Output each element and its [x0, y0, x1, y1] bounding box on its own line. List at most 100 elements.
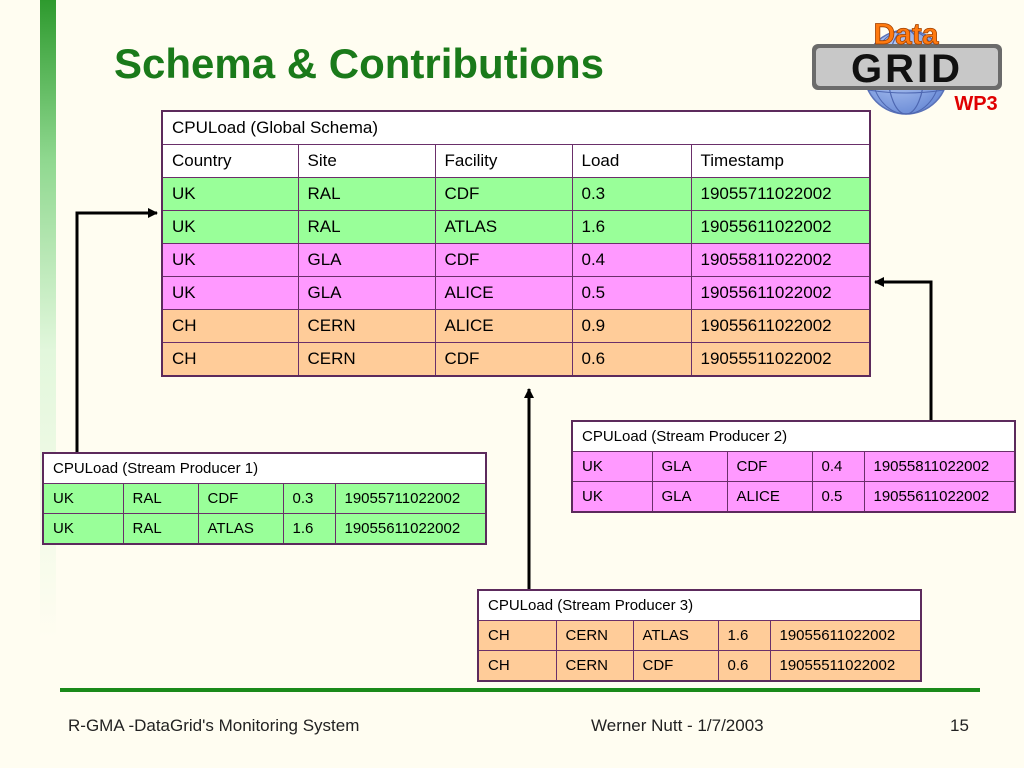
table-cell: 19055511022002: [769, 650, 922, 682]
table-cell: CERN: [555, 650, 634, 682]
table-cell: GLA: [297, 276, 436, 310]
table-cell: CDF: [197, 483, 284, 514]
table-cell: UK: [571, 451, 653, 482]
table-cell: 19055611022002: [334, 513, 487, 545]
table-cell: 0.9: [571, 309, 692, 343]
table-cell: 19055811022002: [863, 451, 1016, 482]
table-cell: CERN: [297, 309, 436, 343]
table-cell: RAL: [122, 513, 199, 545]
header-site: Site: [297, 144, 436, 178]
datagrid-logo: GRID Data WP3: [812, 18, 1002, 115]
table-row: UK RAL CDF 0.3 19055711022002: [161, 177, 871, 211]
table-cell: 19055611022002: [690, 276, 871, 310]
arrow-producer2-to-global: [874, 277, 933, 420]
table-cell: UK: [161, 210, 299, 244]
table-cell: 19055611022002: [690, 210, 871, 244]
header-country: Country: [161, 144, 299, 178]
table-cell: ALICE: [434, 309, 573, 343]
table-row: UK GLA CDF 0.4 19055811022002: [161, 243, 871, 277]
table-cell: CDF: [434, 243, 573, 277]
table-row: UK GLA ALICE 0.5 19055611022002: [571, 481, 1016, 513]
table-cell: UK: [161, 177, 299, 211]
logo-wp3-text: WP3: [954, 93, 997, 115]
table-cell: 1.6: [282, 513, 336, 545]
table-cell: 19055611022002: [769, 620, 922, 651]
global-schema-table: CPULoad (Global Schema) Country Site Fac…: [161, 110, 871, 377]
table-cell: CH: [477, 650, 557, 682]
table-cell: 0.3: [571, 177, 692, 211]
table-cell: ATLAS: [197, 513, 284, 545]
table-cell: RAL: [122, 483, 199, 514]
table-cell: CDF: [434, 342, 573, 377]
producer1-caption: CPULoad (Stream Producer 1): [42, 452, 487, 484]
arrow-producer1-to-global: [75, 208, 158, 452]
table-cell: 0.6: [717, 650, 771, 682]
producer2-caption-row: CPULoad (Stream Producer 2): [571, 420, 1016, 452]
table-cell: 0.6: [571, 342, 692, 377]
table-cell: 19055611022002: [690, 309, 871, 343]
table-cell: 19055511022002: [690, 342, 871, 377]
table-row: UK RAL ATLAS 1.6 19055611022002: [42, 513, 487, 545]
footer-title: R-GMA -DataGrid's Monitoring System: [68, 716, 360, 735]
table-row: UK GLA CDF 0.4 19055811022002: [571, 451, 1016, 482]
footer-author-date: Werner Nutt - 1/7/2003: [591, 716, 764, 735]
table-row: CH CERN ATLAS 1.6 19055611022002: [477, 620, 922, 651]
table-row: CH CERN CDF 0.6 19055511022002: [477, 650, 922, 682]
producer2-caption: CPULoad (Stream Producer 2): [571, 420, 1016, 452]
stream-producer-2-table: CPULoad (Stream Producer 2) UK GLA CDF 0.4 1…: [571, 420, 1016, 513]
table-cell: UK: [571, 481, 653, 513]
table-row: CH CERN ALICE 0.9 19055611022002: [161, 309, 871, 343]
table-cell: RAL: [297, 177, 436, 211]
global-header-row: Country Site Facility Load Timestamp: [161, 144, 871, 178]
producer1-caption-row: CPULoad (Stream Producer 1): [42, 452, 487, 484]
table-cell: UK: [42, 483, 124, 514]
stream-producer-1-table: CPULoad (Stream Producer 1) UK RAL CDF 0.3 1…: [42, 452, 487, 545]
table-cell: CERN: [555, 620, 634, 651]
producer3-caption-row: CPULoad (Stream Producer 3): [477, 589, 922, 621]
table-cell: UK: [42, 513, 124, 545]
table-cell: CH: [161, 342, 299, 377]
table-cell: RAL: [297, 210, 436, 244]
table-cell: GLA: [297, 243, 436, 277]
stream-producer-3-table: CPULoad (Stream Producer 3) CH CERN ATLAS 1…: [477, 589, 922, 682]
table-cell: UK: [161, 243, 299, 277]
table-cell: CDF: [434, 177, 573, 211]
global-caption-row: CPULoad (Global Schema): [161, 110, 871, 145]
table-row: UK GLA ALICE 0.5 19055611022002: [161, 276, 871, 310]
logo-data-text: Data: [873, 18, 938, 51]
table-cell: 0.5: [571, 276, 692, 310]
table-row: UK RAL ATLAS 1.6 19055611022002: [161, 210, 871, 244]
header-timestamp: Timestamp: [690, 144, 871, 178]
table-cell: ATLAS: [434, 210, 573, 244]
table-cell: UK: [161, 276, 299, 310]
table-cell: 19055811022002: [690, 243, 871, 277]
table-cell: CDF: [726, 451, 813, 482]
table-cell: GLA: [651, 451, 728, 482]
table-cell: CERN: [297, 342, 436, 377]
slide-title: Schema & Contributions: [114, 40, 605, 87]
table-cell: GLA: [651, 481, 728, 513]
table-cell: 0.4: [811, 451, 865, 482]
table-cell: CH: [477, 620, 557, 651]
page-number: 15: [950, 716, 969, 735]
table-cell: 19055611022002: [863, 481, 1016, 513]
global-table-caption: CPULoad (Global Schema): [161, 110, 871, 145]
logo-grid-text: GRID: [851, 47, 963, 91]
producer3-caption: CPULoad (Stream Producer 3): [477, 589, 922, 621]
table-cell: 0.3: [282, 483, 336, 514]
table-cell: 19055711022002: [690, 177, 871, 211]
header-load: Load: [571, 144, 692, 178]
table-cell: 1.6: [717, 620, 771, 651]
footer-divider: [60, 688, 980, 692]
table-cell: CDF: [632, 650, 719, 682]
table-cell: ALICE: [726, 481, 813, 513]
table-cell: CH: [161, 309, 299, 343]
table-cell: 0.4: [571, 243, 692, 277]
header-facility: Facility: [434, 144, 573, 178]
table-row: CH CERN CDF 0.6 19055511022002: [161, 342, 871, 377]
table-cell: 0.5: [811, 481, 865, 513]
table-cell: ATLAS: [632, 620, 719, 651]
table-row: UK RAL CDF 0.3 19055711022002: [42, 483, 487, 514]
table-cell: ALICE: [434, 276, 573, 310]
table-cell: 1.6: [571, 210, 692, 244]
